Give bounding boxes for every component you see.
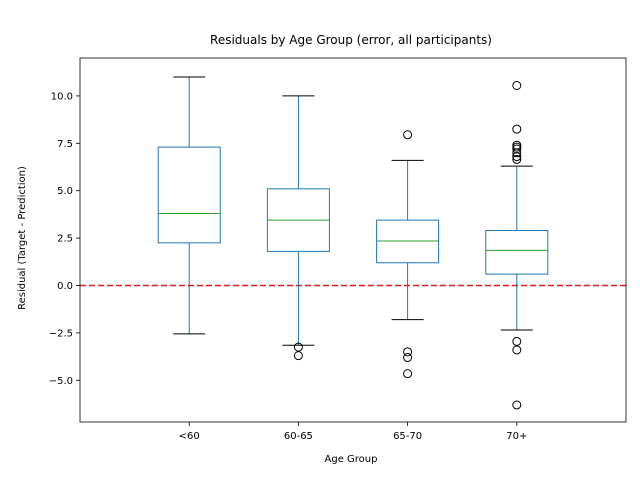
- outlier-point: [512, 336, 522, 346]
- y-tick-label: −2.5: [49, 328, 73, 339]
- box-iqr: [157, 146, 221, 244]
- outlier-point: [512, 124, 522, 134]
- plot-area: −5.0 −2.5 0.0 2.5 5.0 7.5 10.0 <60 60-65 65-70 70+: [49, 57, 627, 442]
- outlier-point: [403, 369, 413, 379]
- outlier-point: [512, 154, 522, 164]
- x-axis-label: Age Group: [325, 454, 378, 465]
- y-tick-label: 0.0: [57, 281, 73, 292]
- outlier-point: [403, 353, 413, 363]
- x-tick-label: 65-70: [393, 431, 422, 442]
- outlier-point: [512, 148, 522, 158]
- y-axis-label: Residual (Target - Prediction): [17, 166, 28, 310]
- outlier-point: [403, 130, 413, 140]
- axes-frame: [79, 57, 627, 423]
- y-tick-label: 2.5: [57, 234, 73, 245]
- outlier-point: [293, 342, 303, 352]
- y-tick-label: 5.0: [57, 186, 73, 197]
- y-tick-label: 7.5: [57, 139, 73, 150]
- chart-title: Residuals by Age Group (error, all parti…: [210, 33, 492, 47]
- y-tick-label: −5.0: [49, 376, 73, 387]
- outlier-point: [403, 347, 413, 357]
- x-tick-label: 70+: [506, 431, 527, 442]
- box-iqr: [485, 230, 549, 275]
- outlier-point: [512, 345, 522, 355]
- y-tick-label: 10.0: [51, 91, 73, 102]
- x-tick-label: <60: [179, 431, 200, 442]
- outlier-point: [512, 400, 522, 410]
- outlier-point: [512, 152, 522, 162]
- x-tick-label: 60-65: [284, 431, 313, 442]
- outlier-point: [512, 80, 522, 90]
- outlier-point: [293, 351, 303, 361]
